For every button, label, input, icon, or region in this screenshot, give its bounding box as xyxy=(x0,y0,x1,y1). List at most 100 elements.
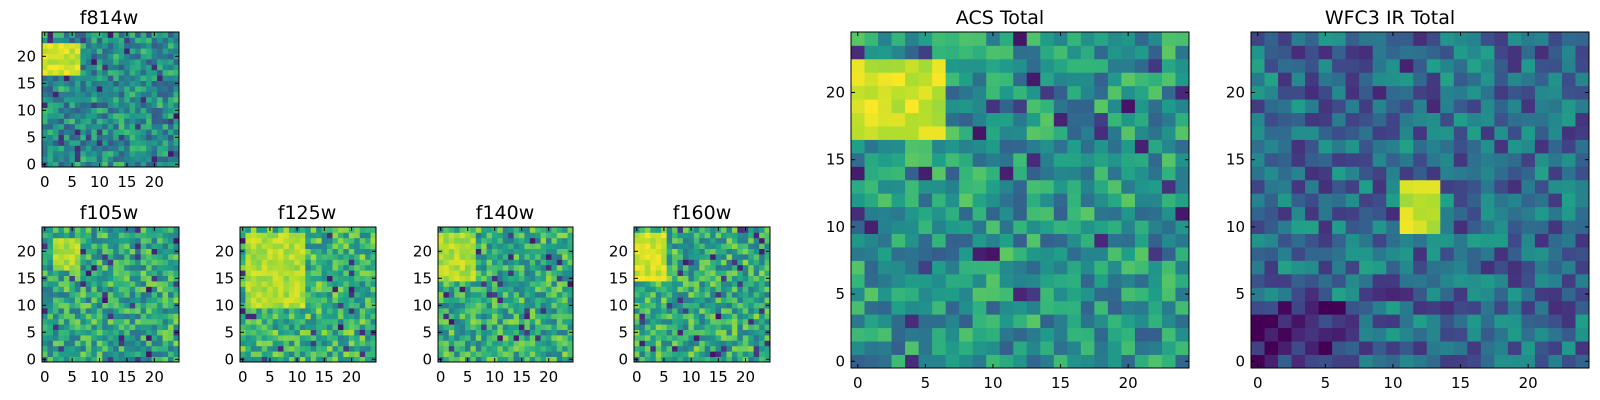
heatmap-cell xyxy=(52,281,59,287)
heatmap-cell xyxy=(283,227,290,233)
heatmap-cell xyxy=(151,335,158,341)
x-tick-label: 10 xyxy=(90,173,109,191)
heatmap-cell xyxy=(74,113,81,119)
heatmap-cell xyxy=(58,281,65,287)
heatmap-cell xyxy=(1026,300,1041,315)
heatmap-cell xyxy=(1107,193,1122,208)
heatmap-cell xyxy=(470,248,477,255)
heatmap-cell xyxy=(370,259,377,266)
heatmap-cell xyxy=(682,356,689,363)
heatmap-cell xyxy=(699,291,706,298)
y-tick-label: 0 xyxy=(835,352,845,370)
heatmap-cell xyxy=(124,123,131,130)
heatmap-cell xyxy=(58,102,65,108)
heatmap-cell xyxy=(80,259,87,266)
heatmap-cell xyxy=(294,270,301,276)
heatmap-cell xyxy=(1175,32,1190,46)
heatmap-cell xyxy=(305,345,312,352)
heatmap-cell xyxy=(63,140,70,146)
heatmap-cell xyxy=(267,308,274,314)
heatmap-cell xyxy=(905,179,919,194)
heatmap-cell xyxy=(146,91,152,98)
heatmap-cell xyxy=(1080,179,1095,194)
heatmap-cell xyxy=(168,237,174,244)
heatmap-cell xyxy=(475,248,482,255)
heatmap-cell xyxy=(337,259,344,266)
heatmap-cell xyxy=(535,356,541,363)
heatmap-cell xyxy=(96,145,103,152)
heatmap-cell xyxy=(748,259,755,266)
heatmap-cell xyxy=(129,291,136,298)
heatmap-cell xyxy=(162,318,169,325)
heatmap-cell xyxy=(1575,260,1590,275)
y-tick-label: 20 xyxy=(413,242,432,260)
heatmap-cell xyxy=(256,232,263,239)
heatmap-cell xyxy=(726,243,733,249)
heatmap-cell xyxy=(151,270,158,276)
heatmap-cell xyxy=(288,318,295,325)
heatmap-cell xyxy=(1561,193,1576,208)
heatmap-cell xyxy=(502,345,509,352)
heatmap-cell xyxy=(47,107,54,114)
heatmap-cell xyxy=(753,270,760,276)
heatmap-cell xyxy=(644,297,651,303)
heatmap-cell xyxy=(47,291,54,298)
heatmap-cell xyxy=(69,340,76,347)
heatmap-cell xyxy=(508,232,514,239)
heatmap-cell xyxy=(151,42,158,49)
heatmap-cell xyxy=(113,96,120,103)
heatmap-cell xyxy=(677,340,684,347)
heatmap-cell xyxy=(748,286,755,293)
heatmap-cell xyxy=(245,302,252,309)
heatmap-cell xyxy=(1026,247,1041,261)
heatmap-cell xyxy=(864,260,879,275)
heatmap-cell xyxy=(454,275,460,282)
heatmap-cell xyxy=(1291,99,1306,114)
heatmap-cell xyxy=(245,318,252,325)
heatmap-cell xyxy=(113,329,120,336)
heatmap-cell xyxy=(58,129,65,135)
heatmap-cell xyxy=(443,243,450,249)
heatmap-cell xyxy=(1548,247,1563,261)
heatmap-cell xyxy=(168,150,174,157)
heatmap-cell xyxy=(113,102,120,108)
heatmap-cell xyxy=(52,254,59,260)
heatmap-cell xyxy=(1453,72,1468,87)
heatmap-cell xyxy=(1251,287,1265,302)
heatmap-cell xyxy=(650,243,657,249)
heatmap-cell xyxy=(1121,139,1136,154)
heatmap-cell xyxy=(1148,58,1163,73)
heatmap-cell xyxy=(546,297,552,303)
heatmap-cell xyxy=(986,32,1001,46)
heatmap-cell xyxy=(1134,233,1149,248)
heatmap-cell xyxy=(535,318,541,325)
heatmap-cell xyxy=(1440,99,1455,114)
heatmap-cell xyxy=(959,260,974,275)
heatmap-cell xyxy=(737,302,744,309)
heatmap-cell xyxy=(535,243,541,249)
heatmap-cell xyxy=(1534,273,1549,288)
heatmap-cell xyxy=(288,275,295,282)
heatmap-cell xyxy=(1480,354,1495,369)
heatmap-cell xyxy=(42,254,48,260)
heatmap-cell xyxy=(74,356,81,363)
heatmap-cell xyxy=(540,227,547,233)
heatmap-cell xyxy=(305,232,312,239)
heatmap-cell xyxy=(677,275,684,282)
heatmap-cell xyxy=(47,102,54,108)
heatmap-cell xyxy=(710,345,716,352)
heatmap-cell xyxy=(118,248,125,255)
heatmap-cell xyxy=(135,324,142,330)
heatmap-cell xyxy=(1494,126,1509,140)
heatmap-cell xyxy=(310,329,317,336)
heatmap-cell xyxy=(168,161,174,168)
heatmap-cell xyxy=(240,291,246,298)
heatmap-cell xyxy=(1332,273,1347,288)
heatmap-cell xyxy=(157,53,163,60)
heatmap-cell xyxy=(759,302,765,309)
heatmap-cell xyxy=(162,264,169,271)
heatmap-cell xyxy=(1494,220,1509,234)
heatmap-cell xyxy=(666,335,673,341)
heatmap-cell xyxy=(699,356,706,363)
heatmap-cell xyxy=(672,232,678,239)
